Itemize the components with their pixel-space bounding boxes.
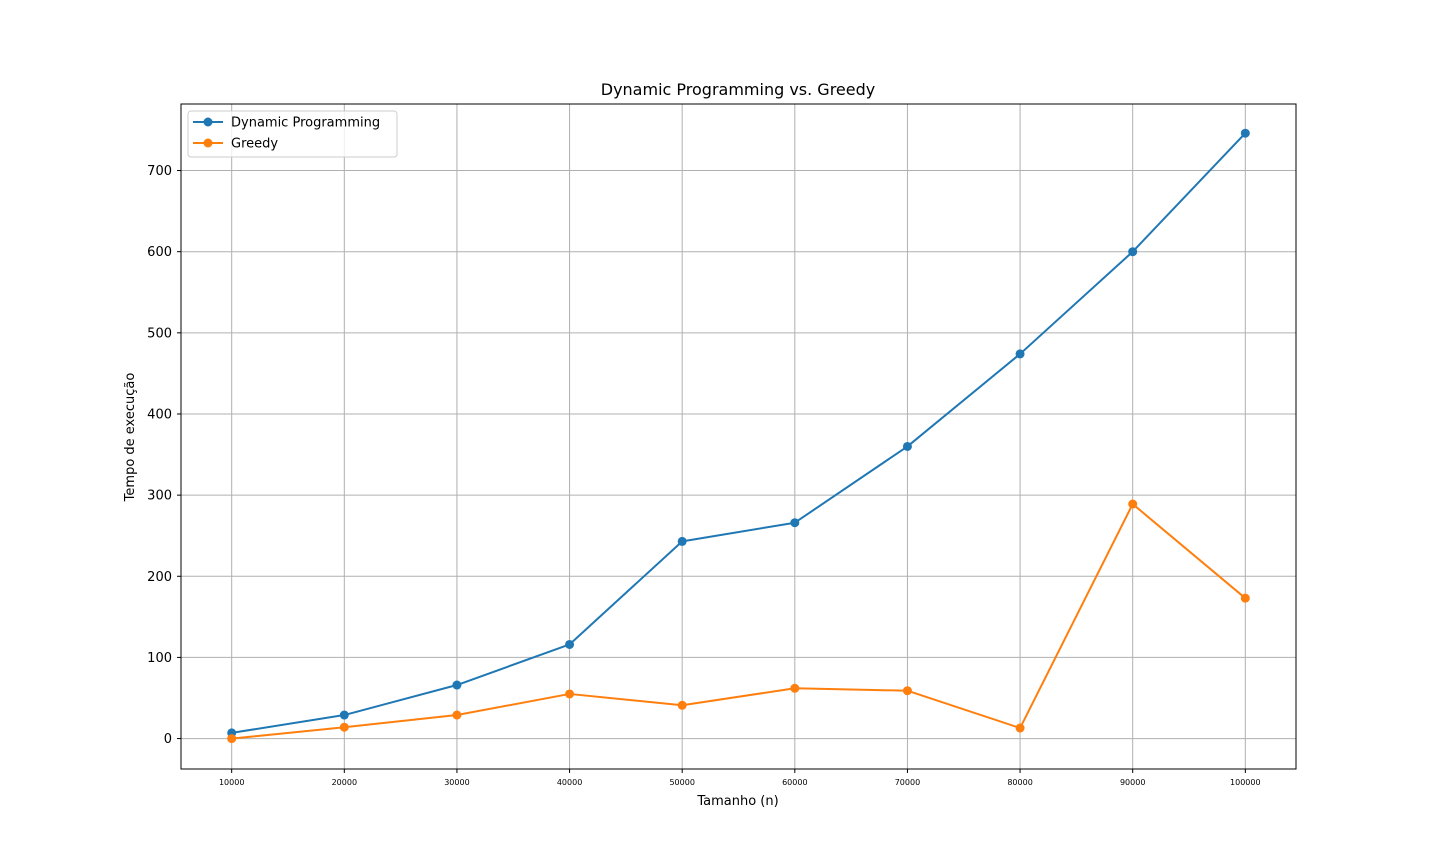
data-point bbox=[227, 734, 237, 744]
x-tick-label: 20000 bbox=[332, 778, 357, 787]
y-tick-label: 100 bbox=[147, 651, 172, 666]
data-point bbox=[1128, 499, 1138, 509]
x-tick-label: 80000 bbox=[1007, 778, 1032, 787]
legend-label: Greedy bbox=[231, 137, 278, 152]
data-point bbox=[565, 689, 575, 699]
x-axis-ticks: 10000 20000 30000 40000 50000 60000 70000 80000… bbox=[219, 769, 1261, 787]
y-tick-label: 200 bbox=[147, 570, 172, 585]
data-point bbox=[902, 441, 912, 451]
data-point bbox=[790, 683, 800, 693]
series-0 bbox=[227, 128, 1250, 738]
data-point bbox=[1015, 723, 1025, 733]
y-tick-label: 300 bbox=[147, 489, 172, 504]
grid bbox=[181, 104, 1296, 769]
legend-item: Dynamic Programming bbox=[193, 116, 380, 131]
data-point bbox=[452, 710, 462, 720]
x-tick-label: 10000 bbox=[219, 778, 244, 787]
y-tick-label: 0 bbox=[164, 732, 172, 747]
y-axis-ticks: 0 100 200 300 400 500 600 700 bbox=[147, 164, 181, 747]
data-point bbox=[1240, 128, 1250, 138]
x-tick-label: 90000 bbox=[1120, 778, 1145, 787]
legend-marker bbox=[203, 138, 213, 148]
y-tick-label: 700 bbox=[147, 164, 172, 179]
legend-marker bbox=[203, 117, 213, 127]
data-point bbox=[565, 639, 575, 649]
data-point bbox=[1015, 349, 1025, 359]
series-line bbox=[231, 503, 1246, 740]
y-tick-label: 600 bbox=[147, 245, 172, 260]
legend-box bbox=[187, 110, 398, 158]
data-point bbox=[339, 722, 349, 732]
x-tick-label: 100000 bbox=[1230, 778, 1261, 787]
x-tick-label: 70000 bbox=[895, 778, 920, 787]
series-1 bbox=[227, 499, 1250, 744]
series-line bbox=[231, 132, 1247, 734]
data-point bbox=[452, 680, 462, 690]
legend-item: Greedy bbox=[193, 137, 278, 152]
data-point bbox=[1240, 593, 1250, 603]
y-axis-label: Tempo de execução bbox=[123, 373, 138, 503]
data-point bbox=[790, 518, 800, 528]
chart-title: Dynamic Programming vs. Greedy bbox=[601, 80, 875, 99]
legend: Dynamic Programming Greedy bbox=[187, 110, 398, 158]
data-point bbox=[677, 536, 687, 546]
x-tick-label: 30000 bbox=[444, 778, 469, 787]
x-tick-label: 50000 bbox=[669, 778, 694, 787]
plot-series bbox=[227, 128, 1250, 744]
y-tick-label: 500 bbox=[147, 326, 172, 341]
data-point bbox=[339, 710, 349, 720]
legend-label: Dynamic Programming bbox=[231, 116, 380, 131]
axes-frame bbox=[180, 103, 1297, 770]
y-tick-label: 400 bbox=[147, 407, 172, 422]
data-point bbox=[1128, 247, 1138, 257]
data-point bbox=[902, 686, 912, 696]
x-tick-label: 40000 bbox=[557, 778, 582, 787]
data-point bbox=[677, 700, 687, 710]
x-tick-label: 60000 bbox=[782, 778, 807, 787]
x-axis-label: Tamanho (n) bbox=[696, 794, 778, 809]
